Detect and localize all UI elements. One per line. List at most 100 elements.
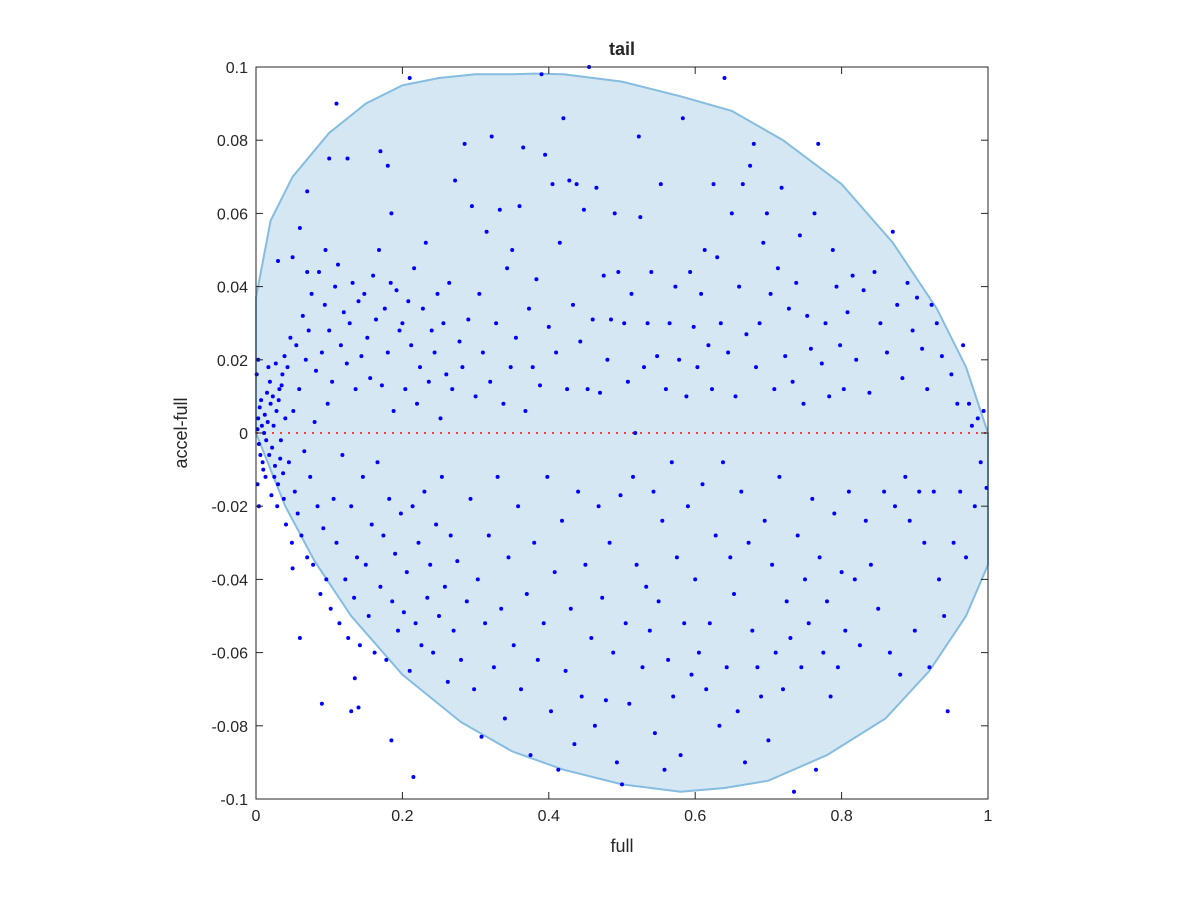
data-point (318, 592, 323, 596)
data-point (773, 650, 778, 655)
data-point (751, 141, 756, 146)
data-point (691, 324, 696, 329)
data-point (345, 156, 350, 161)
data-point (254, 372, 259, 377)
x-axis-label: full (610, 836, 633, 856)
data-point (560, 518, 564, 523)
data-point (368, 376, 373, 381)
data-point (513, 335, 518, 340)
data-point (469, 204, 474, 209)
data-point (327, 156, 332, 161)
data-point (929, 302, 934, 307)
data-point (644, 584, 649, 589)
data-point (286, 460, 291, 465)
data-point (312, 420, 317, 424)
data-point (302, 449, 307, 454)
data-point (530, 365, 535, 370)
data-point (964, 555, 968, 560)
data-point (666, 657, 671, 662)
data-point (510, 248, 515, 252)
data-point (444, 372, 449, 377)
data-point (393, 551, 398, 556)
data-point (945, 709, 950, 714)
data-point (305, 189, 310, 194)
data-point (735, 709, 740, 714)
data-point (285, 365, 290, 370)
data-point (323, 248, 328, 252)
data-point (645, 321, 650, 326)
data-point (579, 694, 584, 699)
data-point (464, 599, 469, 604)
data-point (689, 672, 694, 677)
data-point (812, 211, 817, 216)
data-point (541, 621, 546, 626)
data-point (281, 471, 286, 476)
data-point (391, 409, 396, 413)
y-tick-label: -0.1 (220, 792, 248, 809)
data-point (511, 643, 516, 648)
data-point (369, 522, 374, 527)
x-tick-label: 1 (984, 808, 993, 825)
data-point (413, 621, 418, 626)
data-point (489, 134, 494, 139)
data-point (415, 401, 419, 406)
data-point (704, 687, 709, 692)
data-point (841, 387, 846, 392)
data-point (300, 313, 305, 318)
data-point (352, 676, 357, 681)
data-point (857, 643, 862, 648)
data-point (292, 489, 297, 494)
data-point (669, 460, 674, 465)
data-point (346, 636, 351, 640)
data-point (473, 394, 478, 399)
data-point (713, 533, 718, 538)
data-points (254, 65, 989, 794)
data-point (563, 668, 568, 673)
data-point (969, 423, 974, 428)
data-point (472, 687, 477, 692)
data-point (754, 365, 758, 370)
data-point (428, 562, 433, 567)
x-tick-label: 0 (252, 808, 261, 825)
data-point (347, 321, 352, 326)
data-point (321, 526, 326, 531)
data-point (827, 394, 832, 399)
data-point (305, 555, 310, 560)
data-point (411, 775, 416, 779)
data-point (420, 306, 425, 311)
data-point (334, 101, 339, 106)
data-point (746, 540, 751, 545)
data-point (937, 577, 941, 582)
data-point (269, 493, 274, 498)
data-point (726, 350, 731, 355)
data-point (451, 628, 456, 633)
data-point (568, 606, 573, 611)
data-point (699, 291, 704, 296)
data-point (355, 555, 359, 560)
data-point (278, 438, 283, 443)
data-point (309, 291, 314, 296)
data-point (266, 365, 271, 370)
data-point (291, 409, 296, 413)
data-point (353, 387, 358, 392)
data-point (581, 207, 586, 212)
data-point (920, 346, 925, 351)
data-point (491, 665, 496, 670)
data-point (934, 321, 939, 326)
data-point (583, 562, 588, 567)
data-point (258, 453, 263, 457)
data-point (494, 321, 499, 326)
data-point (462, 141, 467, 146)
data-point (830, 248, 835, 252)
data-point (356, 705, 361, 710)
data-point (265, 420, 270, 424)
data-point (810, 496, 815, 501)
data-point (403, 387, 408, 392)
data-point (677, 357, 682, 362)
y-tick-label: 0 (239, 426, 248, 443)
data-point (267, 379, 272, 384)
data-point (777, 474, 782, 479)
data-point (349, 504, 354, 509)
data-point (861, 288, 866, 293)
data-point (263, 474, 268, 479)
